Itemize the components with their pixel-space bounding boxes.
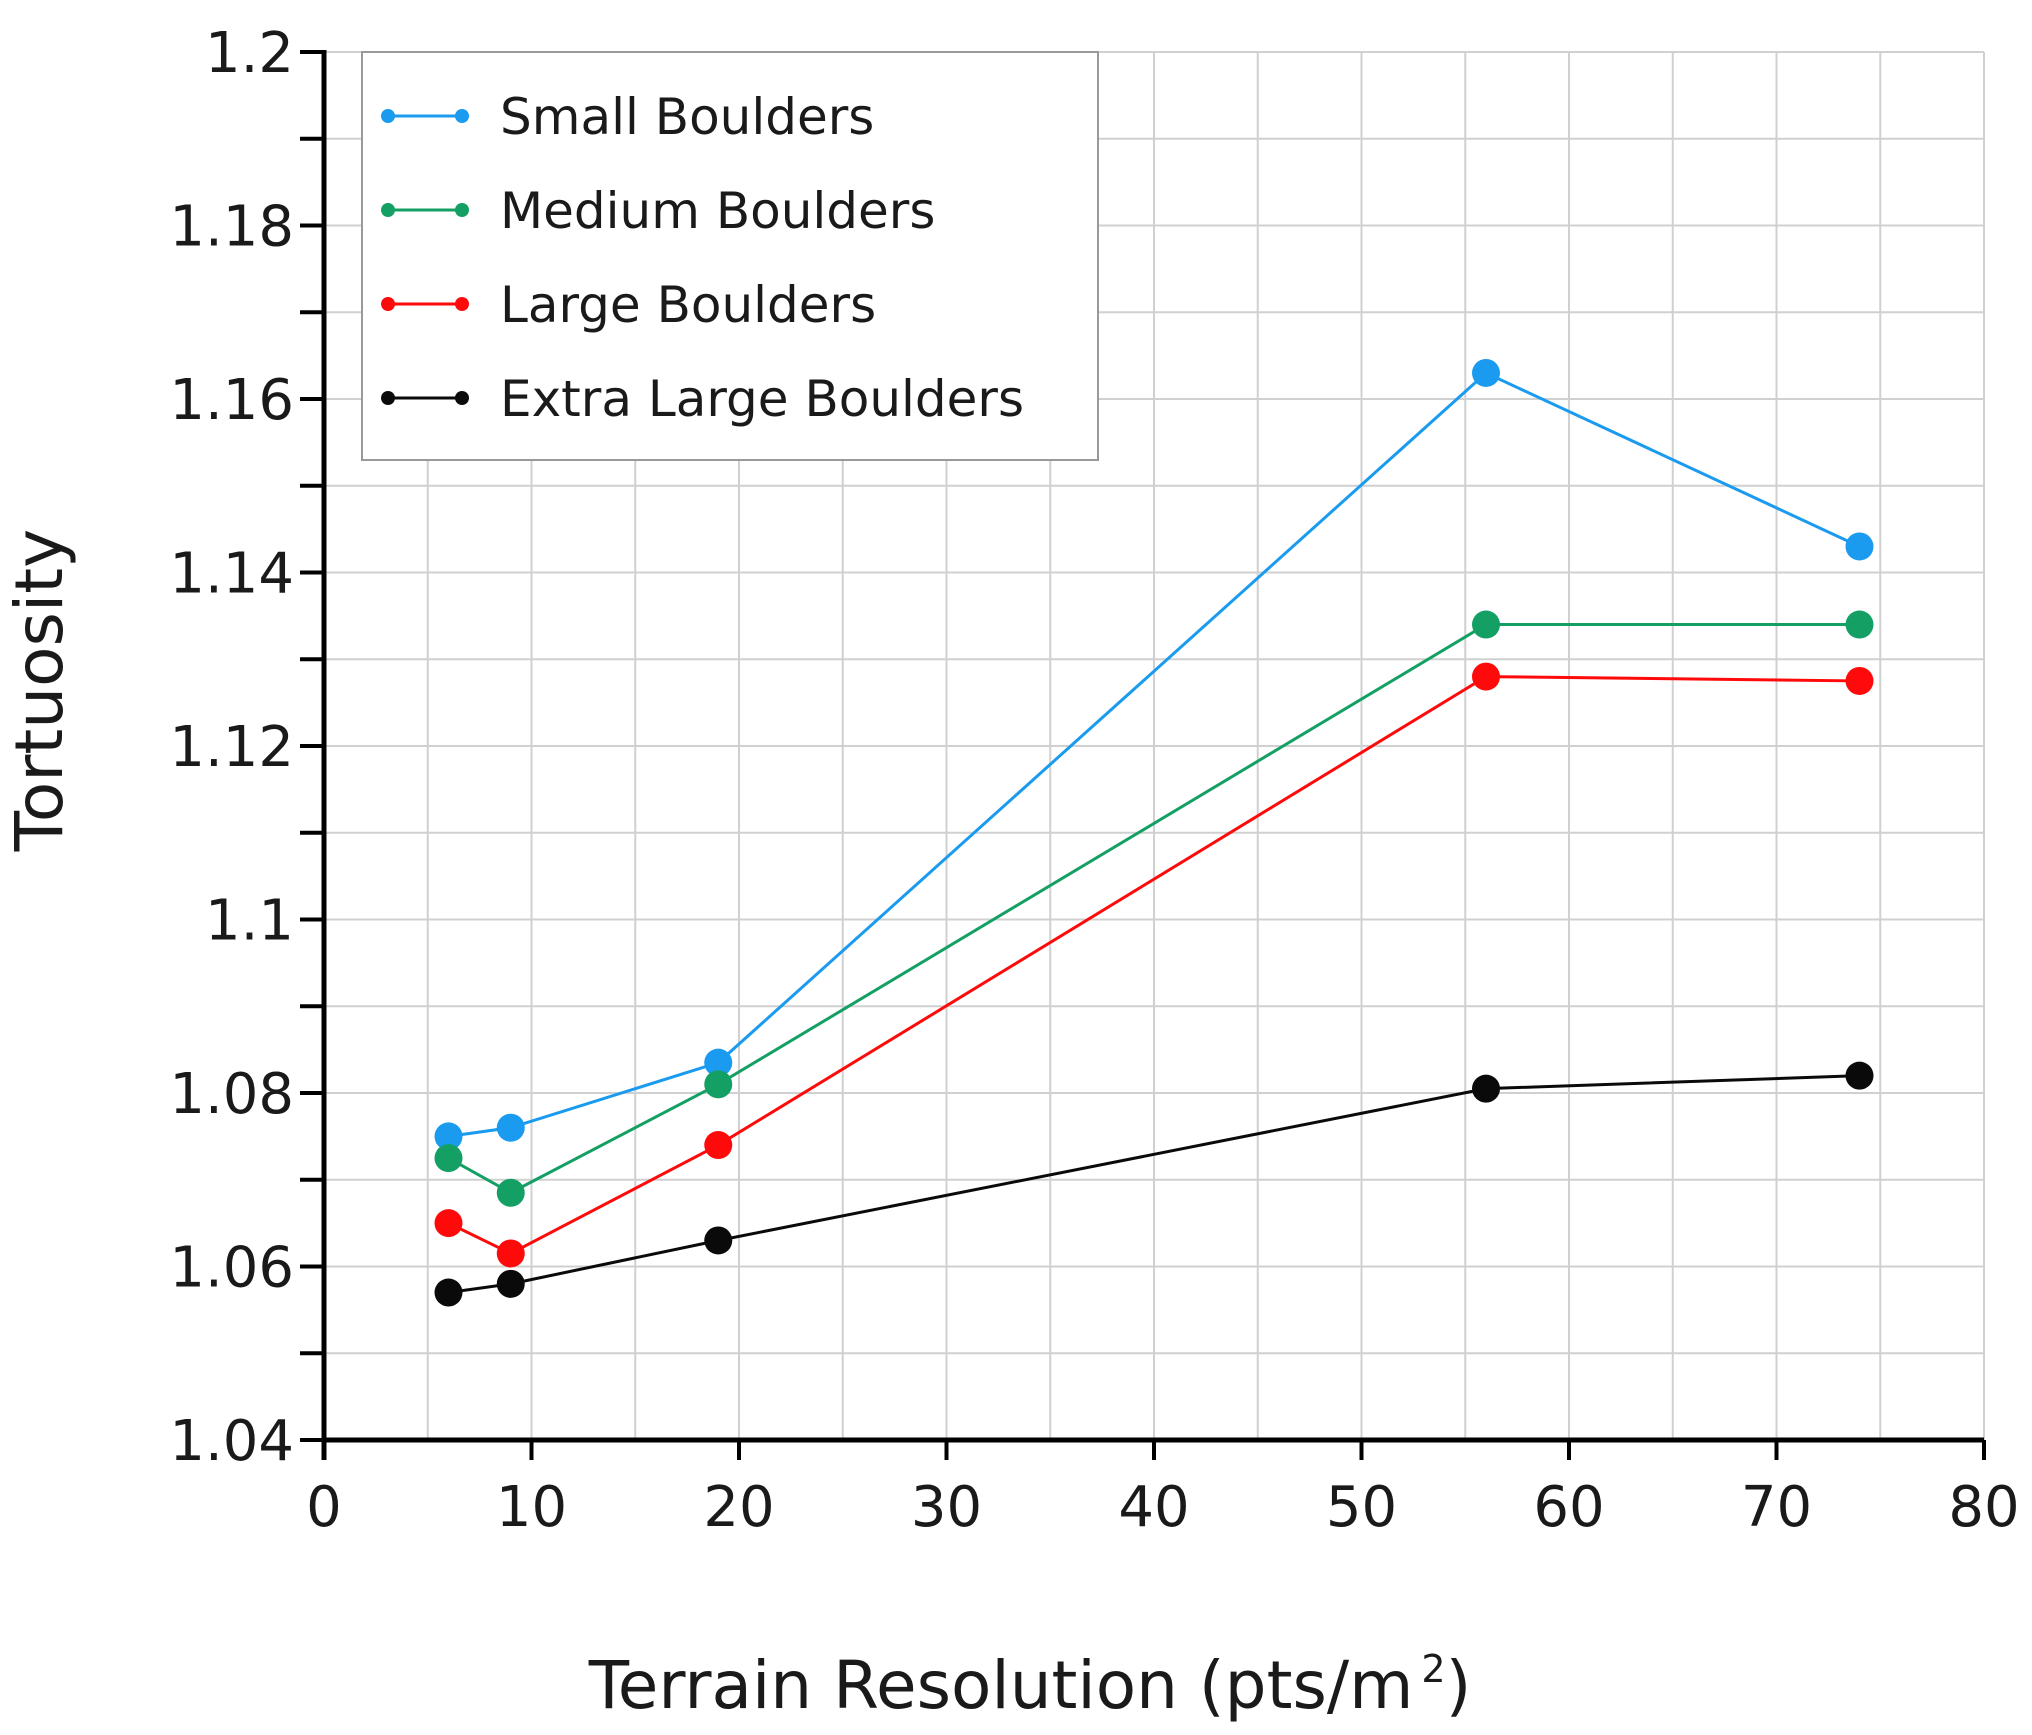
data-point-large-boulders — [496, 1239, 525, 1268]
y-tick-label: 1.2 — [205, 21, 294, 86]
y-tick-label: 1.18 — [169, 195, 294, 260]
legend: Small Boulders Medium Boulders Large Bould… — [361, 51, 1099, 461]
legend-swatch-marker — [381, 391, 395, 405]
y-tick-label: 1.06 — [169, 1236, 294, 1301]
y-tick-label: 1.14 — [169, 542, 294, 607]
data-point-small-boulders — [704, 1048, 733, 1077]
legend-swatch-marker — [455, 109, 469, 123]
data-point-large-boulders — [1472, 662, 1500, 691]
data-point-medium-boulders — [496, 1178, 525, 1207]
data-point-small-boulders — [496, 1113, 525, 1142]
y-tick-label: 1.08 — [169, 1062, 294, 1127]
x-axis-title-main: Terrain Resolution (pts/m — [588, 1647, 1414, 1724]
x-tick-label: 40 — [1118, 1475, 1189, 1540]
series-small-boulders — [434, 358, 1874, 1151]
series-extra-large-boulders — [434, 1061, 1874, 1307]
series-medium-boulders — [434, 610, 1874, 1207]
data-point-medium-boulders — [1845, 610, 1874, 639]
x-axis-title: Terrain Resolution (pts/m 2) — [588, 1647, 1472, 1724]
data-point-extra-large-boulders — [434, 1278, 463, 1307]
data-point-small-boulders — [434, 1122, 463, 1151]
legend-label: Extra Large Boulders — [500, 370, 1024, 428]
series-group — [434, 358, 1874, 1307]
data-point-extra-large-boulders — [496, 1269, 525, 1298]
legend-swatch-marker — [455, 391, 469, 405]
data-point-small-boulders — [1472, 358, 1500, 387]
axes: 1.04 1.06 1.08 1.1 1.12 1.14 1.16 1.18 1.2 0 10 20 3… — [169, 21, 2019, 1540]
legend-item-large-boulders: Large Boulders — [381, 276, 876, 334]
data-point-medium-boulders — [1472, 610, 1500, 639]
y-axis-title: Tortuosity — [1, 529, 78, 852]
y-tick-label: 1.16 — [169, 368, 294, 433]
data-point-medium-boulders — [434, 1144, 463, 1173]
data-point-small-boulders — [1845, 532, 1874, 561]
legend-item-extra-large-boulders: Extra Large Boulders — [381, 370, 1024, 428]
y-tick-label: 1.04 — [169, 1409, 294, 1474]
legend-swatch-marker — [381, 203, 395, 217]
data-point-large-boulders — [1845, 666, 1874, 695]
data-point-large-boulders — [704, 1131, 733, 1160]
data-point-extra-large-boulders — [1472, 1074, 1500, 1103]
x-tick-label: 60 — [1533, 1475, 1604, 1540]
x-tick-label: 10 — [496, 1475, 567, 1540]
data-point-extra-large-boulders — [1845, 1061, 1874, 1090]
x-tick-label: 70 — [1741, 1475, 1812, 1540]
x-axis-title-close: ) — [1446, 1647, 1472, 1724]
x-tick-label: 20 — [703, 1475, 774, 1540]
legend-box — [361, 51, 1099, 461]
x-axis-title-superscript: 2 — [1421, 1647, 1445, 1691]
x-tick-label: 80 — [1948, 1475, 2019, 1540]
y-tick-label: 1.12 — [169, 715, 294, 780]
x-tick-label: 0 — [306, 1475, 342, 1540]
legend-item-medium-boulders: Medium Boulders — [381, 182, 935, 240]
data-point-large-boulders — [434, 1209, 463, 1238]
x-tick-label: 50 — [1326, 1475, 1397, 1540]
legend-swatch-marker — [455, 297, 469, 311]
legend-item-small-boulders: Small Boulders — [381, 88, 874, 146]
data-point-medium-boulders — [704, 1070, 733, 1099]
legend-swatch-marker — [381, 297, 395, 311]
y-tick-label: 1.1 — [205, 889, 294, 954]
legend-swatch-marker — [381, 109, 395, 123]
series-large-boulders — [434, 662, 1874, 1268]
legend-label: Medium Boulders — [500, 182, 935, 240]
legend-swatch-marker — [455, 203, 469, 217]
x-tick-label: 30 — [911, 1475, 982, 1540]
legend-label: Small Boulders — [500, 88, 874, 146]
legend-label: Large Boulders — [500, 276, 876, 334]
data-point-extra-large-boulders — [704, 1226, 733, 1255]
